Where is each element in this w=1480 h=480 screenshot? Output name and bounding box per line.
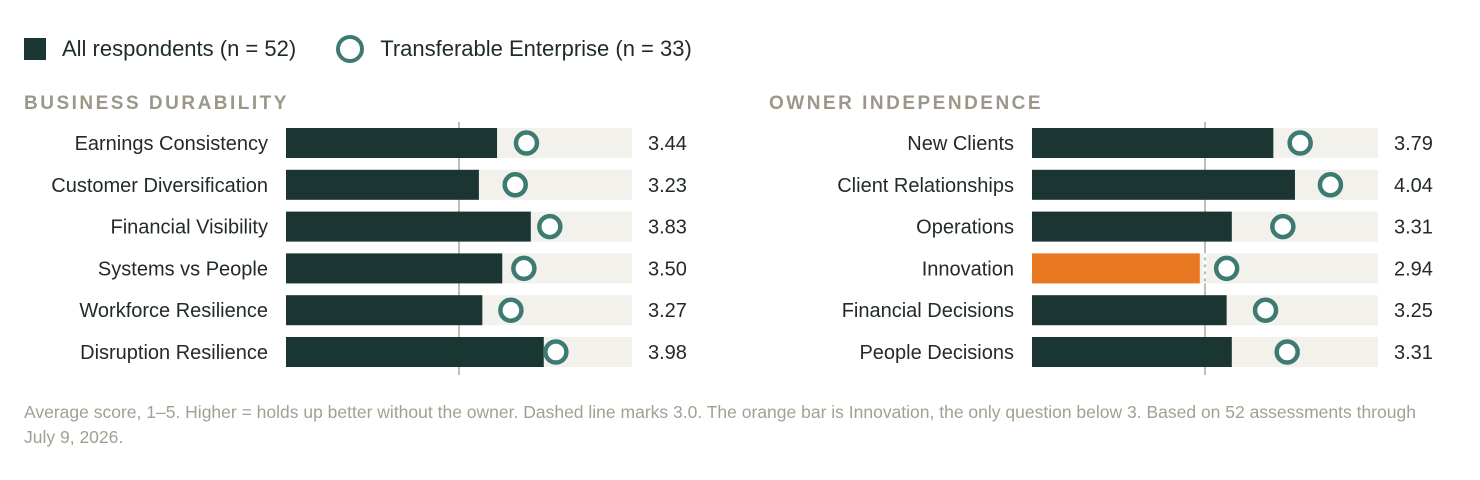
legend-item-all-respondents: All respondents (n = 52): [24, 36, 296, 62]
value-label-systems-vs-people: 3.50: [648, 258, 687, 280]
value-label-customer-diversification: 3.23: [648, 175, 687, 197]
marker-transferable-enterprise-people-decisions: [1274, 339, 1300, 365]
bar-all-respondents-innovation: [1032, 253, 1200, 284]
value-label-client-relationships: 4.04: [1394, 175, 1433, 197]
marker-transferable-enterprise-systems-vs-people: [511, 255, 537, 282]
bar-all-respondents-financial-visibility: [286, 211, 531, 242]
bar-all-respondents-client-relationships: [1032, 169, 1295, 200]
legend-marker-transferable-enterprise: [336, 35, 365, 63]
marker-transferable-enterprise-customer-diversification: [502, 172, 528, 198]
row-label-disruption-resilience: Disruption Resilience: [80, 342, 268, 364]
bar-all-respondents-financial-decisions: [1032, 295, 1227, 326]
row-label-client-relationships: Client Relationships: [837, 175, 1014, 197]
panel-owner-independence: OWNER INDEPENDENCE New Clients 3.79 Client …: [769, 93, 1433, 375]
value-label-workforce-resilience: 3.27: [648, 300, 687, 322]
bar-all-respondents-new-clients: [1032, 128, 1274, 158]
bar-all-respondents-earnings-consistency: [286, 128, 498, 158]
row-label-financial-decisions: Financial Decisions: [842, 300, 1014, 322]
marker-transferable-enterprise-new-clients: [1287, 130, 1313, 156]
legend-swatch-all-respondents: [24, 38, 46, 60]
value-label-earnings-consistency: 3.44: [648, 133, 687, 155]
chart-footnote: Average score, 1–5. Higher = holds up be…: [24, 402, 1416, 447]
value-label-innovation: 2.94: [1394, 258, 1433, 280]
bar-chart-canvas: BUSINESS DURABILITY Earnings Consistency 3…: [24, 93, 1433, 375]
marker-transferable-enterprise-earnings-consistency: [513, 130, 540, 156]
bar-all-respondents-operations: [1032, 211, 1232, 242]
row-label-operations: Operations: [916, 217, 1014, 239]
row-label-earnings-consistency: Earnings Consistency: [75, 133, 268, 155]
value-label-operations: 3.31: [1394, 217, 1433, 239]
bar-all-respondents-systems-vs-people: [286, 253, 503, 284]
marker-transferable-enterprise-workforce-resilience: [498, 297, 524, 323]
row-label-innovation: Innovation: [922, 258, 1014, 280]
value-label-people-decisions: 3.31: [1394, 342, 1433, 364]
marker-transferable-enterprise-client-relationships: [1317, 172, 1344, 198]
value-label-financial-visibility: 3.83: [648, 217, 687, 239]
legend-label-transferable-enterprise: Transferable Enterprise (n = 33): [380, 36, 692, 61]
panel-title-owner-independence: OWNER INDEPENDENCE: [769, 93, 1043, 114]
bar-all-respondents-workforce-resilience: [286, 295, 483, 326]
row-label-new-clients: New Clients: [907, 133, 1014, 155]
value-label-financial-decisions: 3.25: [1394, 300, 1433, 322]
row-label-systems-vs-people: Systems vs People: [98, 258, 268, 280]
row-label-financial-visibility: Financial Visibility: [111, 217, 268, 239]
panel-title-business-durability: BUSINESS DURABILITY: [24, 93, 289, 114]
value-label-new-clients: 3.79: [1394, 133, 1433, 155]
value-label-disruption-resilience: 3.98: [648, 342, 687, 364]
marker-transferable-enterprise-operations: [1270, 213, 1296, 240]
marker-transferable-enterprise-disruption-resilience: [543, 339, 569, 365]
bar-all-respondents-disruption-resilience: [286, 337, 544, 367]
row-label-workforce-resilience: Workforce Resilience: [79, 300, 268, 322]
bar-all-respondents-customer-diversification: [286, 169, 479, 200]
legend-item-transferable-enterprise: Transferable Enterprise (n = 33): [336, 35, 692, 63]
row-label-people-decisions: People Decisions: [859, 342, 1014, 364]
marker-transferable-enterprise-financial-decisions: [1252, 297, 1279, 323]
chart-legend: All respondents (n = 52) Transferable En…: [24, 30, 732, 68]
bar-all-respondents-people-decisions: [1032, 337, 1232, 367]
row-label-customer-diversification: Customer Diversification: [51, 175, 268, 197]
marker-transferable-enterprise-financial-visibility: [537, 213, 563, 240]
legend-label-all-respondents: All respondents (n = 52): [62, 36, 297, 61]
marker-transferable-enterprise-innovation: [1213, 255, 1240, 282]
panel-business-durability: BUSINESS DURABILITY Earnings Consistency 3…: [24, 93, 687, 375]
